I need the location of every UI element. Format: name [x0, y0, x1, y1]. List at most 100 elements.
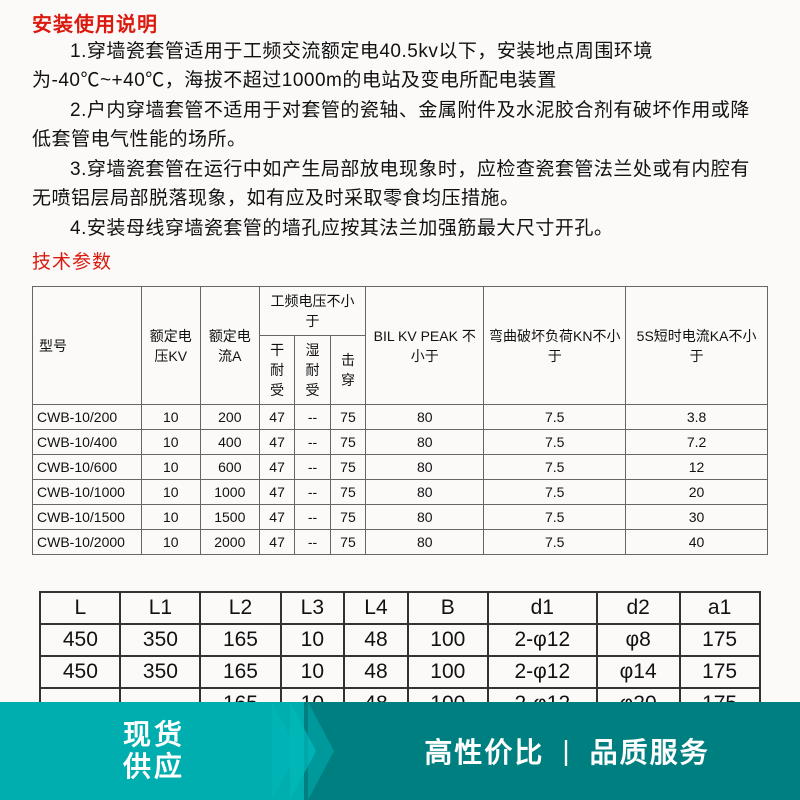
- table-cell: 80: [366, 530, 484, 555]
- paragraph-1: 1.穿墙瓷套管适用于工频交流额定电40.5kv以下，安装地点周围环境为-40℃~…: [32, 37, 768, 96]
- table-cell: 450: [40, 624, 120, 656]
- table-cell: 10: [141, 480, 200, 505]
- document-body: 安装使用说明 1.穿墙瓷套管适用于工频交流额定电40.5kv以下，安装地点周围环…: [0, 0, 800, 721]
- table-cell: 30: [626, 505, 768, 530]
- table-cell: 10: [141, 530, 200, 555]
- table-cell: CWB-10/400: [33, 430, 142, 455]
- table-cell: --: [295, 530, 330, 555]
- banner-right: 高性价比 | 品质服务: [304, 702, 800, 800]
- table-cell: 80: [366, 505, 484, 530]
- table-cell: 80: [366, 405, 484, 430]
- table-cell: 10: [141, 430, 200, 455]
- heading-install: 安装使用说明: [32, 8, 768, 37]
- col-break: 击穿: [330, 336, 365, 405]
- table-cell: 175: [680, 624, 760, 656]
- table-cell: 7.5: [484, 430, 626, 455]
- table-cell: φ14: [597, 656, 680, 688]
- table-cell: 75: [330, 480, 365, 505]
- table-cell: φ8: [597, 624, 680, 656]
- table-row: CWB-10/2001020047--75807.53.8: [33, 405, 768, 430]
- col-model: 型号: [33, 287, 142, 405]
- banner-left-line1: 现货: [123, 719, 185, 750]
- col-voltage: 额定电压KV: [141, 287, 200, 405]
- table-cell: 20: [626, 480, 768, 505]
- table-header-cell: L3: [281, 592, 345, 624]
- table-cell: 600: [200, 455, 259, 480]
- table-cell: CWB-10/1500: [33, 505, 142, 530]
- table-cell: --: [295, 405, 330, 430]
- table-cell: 165: [200, 624, 280, 656]
- table-cell: 10: [281, 624, 345, 656]
- table-cell: 10: [141, 455, 200, 480]
- table-cell: 47: [259, 405, 294, 430]
- table-row: CWB-10/150010150047--75807.530: [33, 505, 768, 530]
- paragraph-4: 4.安装母线穿墙瓷套管的墙孔应按其法兰加强筋最大尺寸开孔。: [32, 214, 768, 243]
- banner-separator: |: [562, 735, 571, 767]
- table-cell: CWB-10/2000: [33, 530, 142, 555]
- table-cell: 7.5: [484, 455, 626, 480]
- table-header-cell: B: [408, 592, 488, 624]
- table-cell: 400: [200, 430, 259, 455]
- heading-params: 技术参数: [32, 247, 768, 274]
- table-cell: --: [295, 430, 330, 455]
- spec-table-body: CWB-10/2001020047--75807.53.8CWB-10/4001…: [33, 405, 768, 555]
- banner-right-a: 高性价比: [424, 731, 544, 771]
- table-cell: 165: [200, 656, 280, 688]
- table-cell: --: [295, 455, 330, 480]
- col-dry: 干耐受: [259, 336, 294, 405]
- table-cell: 10: [141, 405, 200, 430]
- table-cell: --: [295, 505, 330, 530]
- table-cell: 47: [259, 480, 294, 505]
- table-cell: 1500: [200, 505, 259, 530]
- table-cell: 7.5: [484, 530, 626, 555]
- table-cell: CWB-10/1000: [33, 480, 142, 505]
- table-cell: 350: [120, 624, 200, 656]
- table-cell: 2-φ12: [488, 656, 597, 688]
- table-cell: 350: [120, 656, 200, 688]
- table-row: CWB-10/100010100047--75807.520: [33, 480, 768, 505]
- banner-right-b: 品质服务: [590, 731, 710, 771]
- table-header-cell: d2: [597, 592, 680, 624]
- table-cell: 75: [330, 405, 365, 430]
- table-cell: 40: [626, 530, 768, 555]
- table-cell: 2000: [200, 530, 259, 555]
- table-cell: 100: [408, 624, 488, 656]
- table-cell: 48: [344, 656, 408, 688]
- table-row: CWB-10/4001040047--75807.57.2: [33, 430, 768, 455]
- table-cell: 7.5: [484, 505, 626, 530]
- spec-table-head: 型号 额定电压KV 额定电流A 工频电压不小于 BIL KV PEAK 不小于 …: [33, 287, 768, 405]
- table-cell: 200: [200, 405, 259, 430]
- dimension-table-head: LL1L2L3L4Bd1d2a1: [40, 592, 759, 624]
- table-cell: --: [295, 480, 330, 505]
- table-row: CWB-10/6001060047--75807.512: [33, 455, 768, 480]
- promo-banner: 现货 供应 高性价比 | 品质服务: [0, 702, 800, 800]
- table-cell: 75: [330, 530, 365, 555]
- col-current: 额定电流A: [200, 287, 259, 405]
- col-ka: 5S短时电流KA不小于: [626, 287, 768, 405]
- table-cell: 80: [366, 430, 484, 455]
- table-cell: 10: [281, 656, 345, 688]
- table-cell: 75: [330, 455, 365, 480]
- table-cell: 10: [141, 505, 200, 530]
- table-cell: 47: [259, 455, 294, 480]
- table-cell: 48: [344, 624, 408, 656]
- table-cell: 7.5: [484, 405, 626, 430]
- table-cell: 47: [259, 430, 294, 455]
- table-header-cell: L: [40, 592, 120, 624]
- table-header-cell: L2: [200, 592, 280, 624]
- table-cell: 75: [330, 430, 365, 455]
- table-cell: 47: [259, 505, 294, 530]
- paragraph-3: 3.穿墙瓷套管在运行中如产生局部放电现象时，应检查瓷套管法兰处或有内腔有无喷铝层…: [32, 155, 768, 214]
- banner-left-line2: 供应: [123, 751, 185, 782]
- table-cell: 47: [259, 530, 294, 555]
- table-cell: CWB-10/600: [33, 455, 142, 480]
- col-freq-group: 工频电压不小于: [259, 287, 365, 336]
- table-cell: 12: [626, 455, 768, 480]
- table-cell: CWB-10/200: [33, 405, 142, 430]
- table-header-cell: L4: [344, 592, 408, 624]
- table-cell: 75: [330, 505, 365, 530]
- table-header-cell: d1: [488, 592, 597, 624]
- table-cell: 3.8: [626, 405, 768, 430]
- banner-left: 现货 供应: [0, 702, 304, 800]
- spec-table: 型号 额定电压KV 额定电流A 工频电压不小于 BIL KV PEAK 不小于 …: [32, 286, 768, 555]
